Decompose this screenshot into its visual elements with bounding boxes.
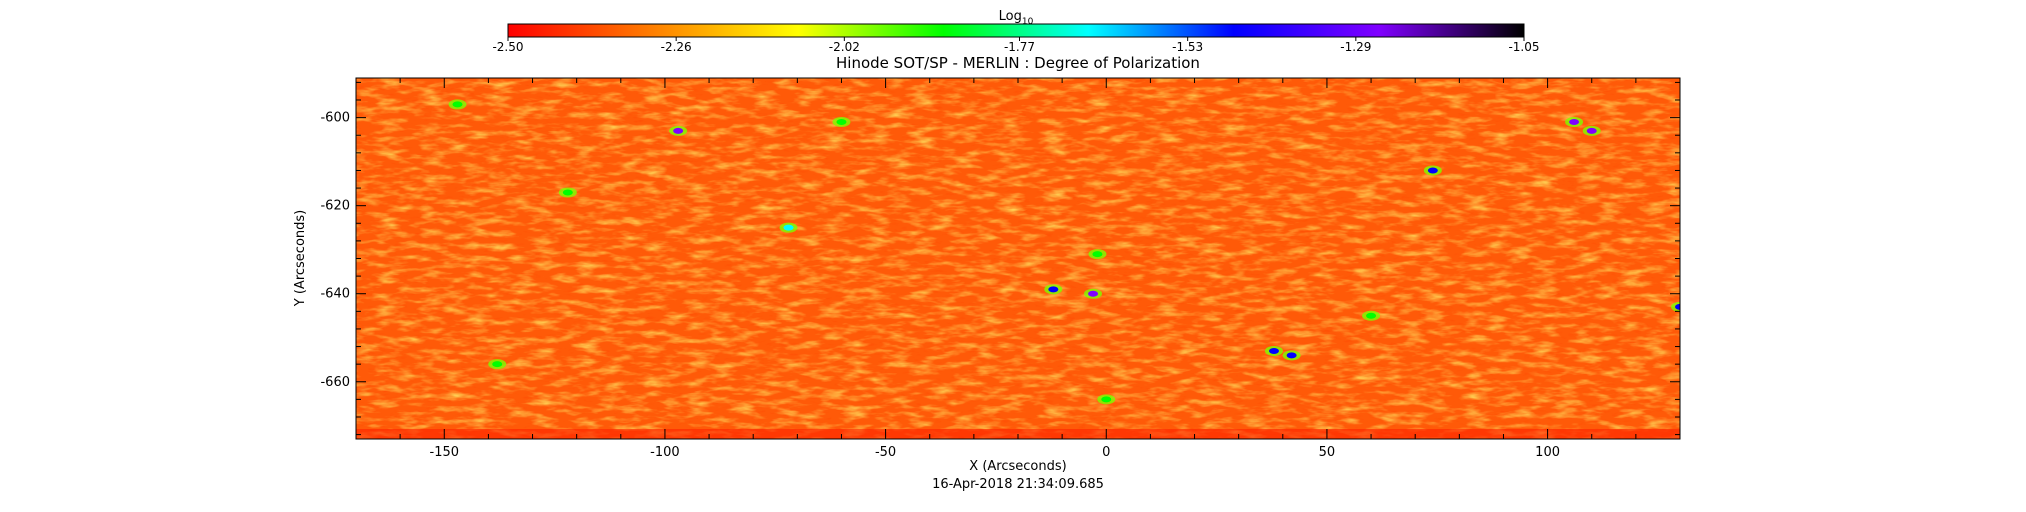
colorbar-tick-label: -1.77 <box>1004 40 1035 54</box>
colorbar-frame <box>507 23 1525 38</box>
magnetic-feature <box>1268 347 1279 354</box>
heatmap-texture-yellow <box>356 78 1680 439</box>
magnetic-feature <box>452 101 463 108</box>
colorbar: Log10 -2.50 -2.26 -2.02 -1.77 -1.53 -1.29 -1.0… <box>492 9 1539 54</box>
colorbar-gradient <box>508 24 1524 37</box>
chart-title: Hinode SOT/SP - MERLIN : Degree of Polar… <box>836 54 1200 72</box>
x-tick-label: 100 <box>1535 445 1560 460</box>
magnetic-feature <box>836 119 847 126</box>
y-tick-label: -600 <box>320 111 350 126</box>
colorbar-tick-label: -1.53 <box>1172 40 1203 54</box>
magnetic-feature <box>783 224 794 231</box>
heatmap-plot-area <box>356 78 1680 439</box>
colorbar-label-subscript: 10 <box>1022 17 1034 27</box>
y-axis-label: Y (Arcseconds) <box>293 210 308 307</box>
colorbar-tick-label: -2.50 <box>492 40 523 54</box>
timestamp: 16-Apr-2018 21:34:09.685 <box>932 477 1104 492</box>
magnetic-feature <box>1675 303 1680 310</box>
x-tick-label: -100 <box>650 445 680 460</box>
magnetic-feature <box>1092 251 1103 258</box>
colorbar-ticks: -2.50 -2.26 -2.02 -1.77 -1.53 -1.29 -1.05 <box>492 37 1540 54</box>
magnetic-feature <box>1286 352 1297 359</box>
colorbar-tick-label: -2.26 <box>661 40 692 54</box>
magnetic-feature <box>1366 312 1377 319</box>
colorbar-tick-label: -1.29 <box>1340 40 1371 54</box>
magnetic-feature <box>1569 119 1580 126</box>
magnetic-feature <box>1048 286 1059 293</box>
magnetic-feature <box>1427 167 1438 174</box>
y-tick-label: -640 <box>320 287 350 302</box>
x-tick-label: -150 <box>430 445 460 460</box>
x-tick-label: 0 <box>1102 445 1110 460</box>
magnetic-feature <box>562 189 573 196</box>
magnetic-feature <box>1088 290 1099 297</box>
y-tick-label: -660 <box>320 375 350 390</box>
x-tick-label: -50 <box>875 445 896 460</box>
y-axis: -600 -620 -640 -660 <box>320 81 1680 436</box>
x-axis: -150 -100 -50 0 50 100 <box>355 78 1681 460</box>
magnetic-feature <box>1101 396 1112 403</box>
magnetic-feature <box>1586 127 1597 134</box>
magnetic-feature <box>673 127 684 134</box>
heatmap-features <box>448 99 1680 405</box>
x-axis-label: X (Arcseconds) <box>969 459 1066 474</box>
y-tick-label: -620 <box>320 199 350 214</box>
colorbar-tick-label: -1.05 <box>1508 40 1539 54</box>
colorbar-tick-label: -2.02 <box>829 40 860 54</box>
colorbar-label: Log10 <box>999 9 1034 27</box>
magnetic-feature <box>492 361 503 368</box>
x-tick-label: 50 <box>1319 445 1336 460</box>
